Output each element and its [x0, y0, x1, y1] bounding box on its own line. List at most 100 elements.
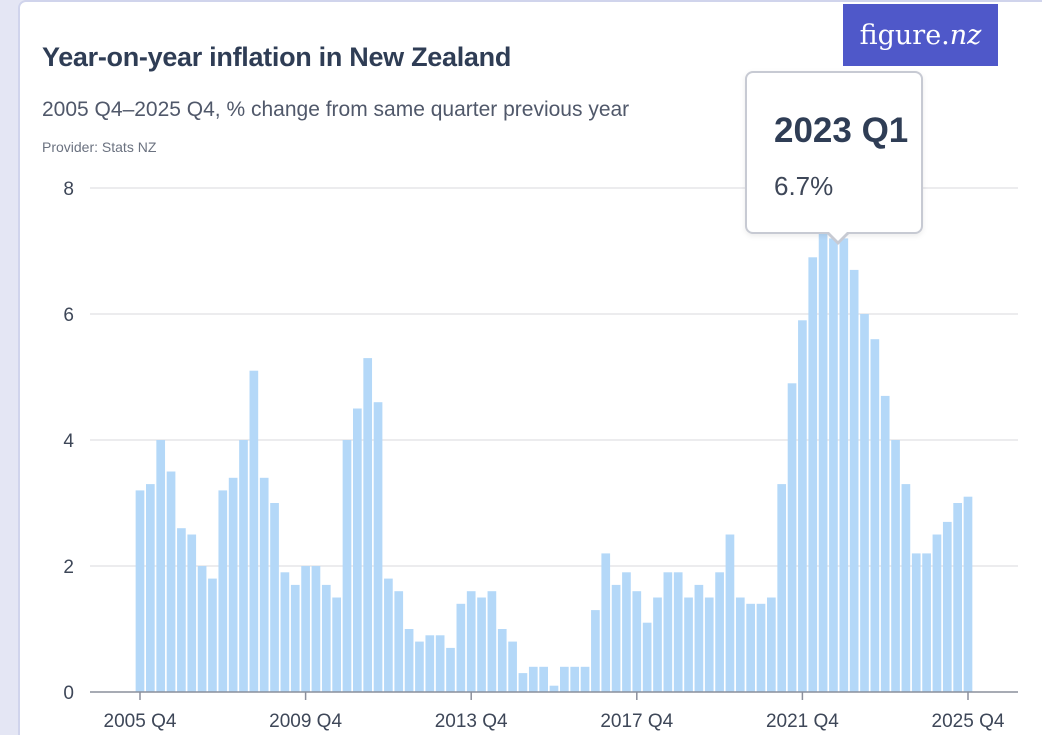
bar[interactable]	[963, 496, 973, 692]
bar[interactable]	[218, 490, 228, 692]
bar[interactable]	[311, 566, 321, 692]
bar[interactable]	[487, 591, 497, 692]
bar[interactable]	[715, 572, 724, 692]
bar[interactable]	[849, 269, 859, 692]
bar[interactable]	[146, 484, 155, 692]
bar[interactable]	[528, 666, 538, 692]
bar[interactable]	[642, 622, 652, 692]
bar[interactable]	[301, 566, 310, 692]
bar[interactable]	[508, 641, 517, 692]
bar[interactable]	[891, 440, 900, 692]
bar[interactable]	[829, 238, 838, 692]
bar[interactable]	[415, 641, 424, 692]
bar[interactable]	[622, 572, 631, 692]
bar[interactable]	[673, 572, 683, 692]
bar[interactable]	[466, 591, 476, 692]
bar[interactable]	[197, 566, 207, 692]
bar[interactable]	[332, 597, 341, 693]
bar[interactable]	[601, 553, 611, 692]
bar[interactable]	[435, 635, 445, 692]
bar[interactable]	[787, 383, 797, 692]
bar[interactable]	[477, 597, 486, 693]
bar[interactable]	[746, 603, 755, 692]
y-tick-label: 4	[63, 431, 74, 452]
bar[interactable]	[280, 572, 290, 692]
bar[interactable]	[166, 471, 176, 693]
bar[interactable]	[249, 370, 259, 692]
bar[interactable]	[570, 666, 580, 692]
bar[interactable]	[870, 339, 880, 692]
bar[interactable]	[653, 597, 662, 693]
bar[interactable]	[497, 629, 507, 692]
x-tick-label: 2021 Q4	[766, 711, 839, 732]
bar[interactable]	[384, 578, 393, 692]
bar[interactable]	[611, 584, 621, 692]
bar[interactable]	[818, 232, 828, 692]
bar[interactable]	[446, 647, 455, 692]
bar[interactable]	[953, 503, 962, 692]
bar[interactable]	[725, 534, 735, 693]
y-tick-label: 2	[63, 557, 74, 578]
bar[interactable]	[580, 666, 590, 692]
x-axis: 2005 Q4 2009 Q4 2013 Q4 2017 Q4 2021 Q4 2025 …	[90, 691, 1018, 732]
bar[interactable]	[259, 477, 269, 692]
bar[interactable]	[911, 553, 921, 692]
tooltip-quarter: 2023 Q1	[774, 111, 909, 150]
bar[interactable]	[321, 584, 331, 692]
bar[interactable]	[684, 597, 693, 693]
bar[interactable]	[208, 578, 217, 692]
bar[interactable]	[704, 597, 714, 693]
bar[interactable]	[694, 584, 704, 692]
bar[interactable]	[239, 440, 248, 692]
bar[interactable]	[353, 408, 362, 693]
bar[interactable]	[539, 666, 548, 692]
bar[interactable]	[777, 484, 787, 692]
bar[interactable]	[270, 503, 279, 692]
bar[interactable]	[798, 320, 807, 692]
bar[interactable]	[880, 395, 890, 692]
bars	[135, 232, 973, 693]
bar[interactable]	[560, 666, 569, 692]
figure-nz-logo[interactable]: figure. nz	[843, 4, 998, 66]
bar[interactable]	[177, 528, 186, 692]
logo-accent: nz	[949, 19, 982, 51]
bar[interactable]	[404, 629, 414, 692]
bar[interactable]	[860, 314, 869, 692]
bar[interactable]	[735, 597, 745, 693]
chart-title: Year-on-year inflation in New Zealand	[42, 42, 512, 72]
bar[interactable]	[135, 490, 145, 692]
bar[interactable]	[156, 440, 166, 692]
bar[interactable]	[767, 597, 776, 693]
x-tick-label: 2025 Q4	[932, 711, 1005, 732]
chart-subtitle: 2005 Q4–2025 Q4, % change from same quar…	[42, 98, 630, 121]
tooltip-pointer	[825, 230, 851, 245]
bar[interactable]	[591, 610, 600, 692]
bar[interactable]	[663, 572, 673, 692]
bar[interactable]	[456, 603, 466, 692]
bar[interactable]	[549, 685, 559, 692]
bar[interactable]	[901, 484, 911, 692]
bar[interactable]	[922, 553, 931, 692]
bar[interactable]	[290, 584, 300, 692]
bar[interactable]	[394, 591, 404, 692]
bar[interactable]	[363, 358, 373, 692]
bar[interactable]	[839, 238, 849, 692]
bar[interactable]	[228, 477, 238, 692]
bar[interactable]	[518, 673, 528, 692]
logo-text: figure.	[859, 19, 950, 51]
bar[interactable]	[942, 521, 952, 692]
x-tick-label: 2013 Q4	[435, 711, 508, 732]
y-tick-label: 8	[63, 179, 74, 200]
bar[interactable]	[756, 603, 766, 692]
x-tick-label: 2009 Q4	[269, 711, 342, 732]
bar[interactable]	[187, 534, 197, 693]
bar[interactable]	[373, 402, 383, 692]
y-axis-ticks: 0 2 4 6 8	[63, 179, 74, 704]
bar[interactable]	[342, 440, 352, 692]
bar[interactable]	[808, 257, 818, 692]
bar[interactable]	[425, 635, 435, 692]
bar[interactable]	[632, 591, 642, 692]
bar[interactable]	[932, 534, 942, 693]
hover-tooltip: 2023 Q1 6.7%	[745, 71, 923, 234]
data-provider: Provider: Stats NZ	[42, 139, 157, 155]
